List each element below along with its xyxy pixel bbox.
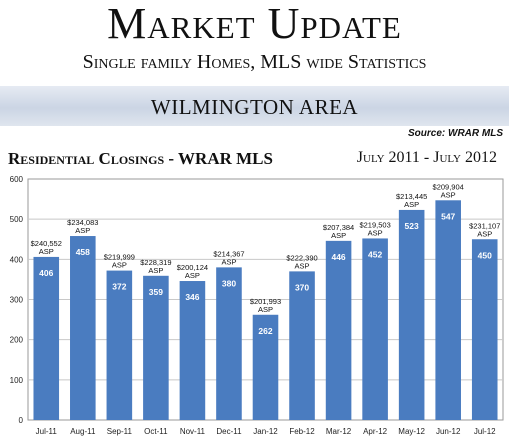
asp-price-label: $222,390 — [286, 253, 317, 262]
bar — [435, 200, 461, 420]
asp-price-label: $219,999 — [104, 253, 135, 262]
bar — [70, 236, 96, 420]
source-note: Source: WRAR MLS — [408, 128, 503, 139]
x-tick-label: Mar-12 — [326, 427, 352, 436]
bar — [398, 209, 425, 420]
asp-label: ASP — [404, 200, 419, 209]
bar — [216, 267, 242, 420]
page-subtitle: Single family Homes, MLS wide Statistics — [82, 51, 427, 73]
asp-label: ASP — [441, 190, 456, 199]
y-tick-label: 200 — [10, 336, 24, 345]
asp-price-label: $213,445 — [396, 192, 427, 201]
y-tick-label: 100 — [10, 376, 24, 385]
area-label: WILMINGTON AREA — [150, 95, 359, 119]
bar — [179, 281, 206, 420]
bar-chart: 0100200300400500600406$240,552ASPJul-114… — [10, 175, 504, 436]
asp-label: ASP — [258, 305, 273, 314]
asp-label: ASP — [112, 261, 127, 270]
asp-label: ASP — [148, 266, 163, 275]
bar-value-label: 359 — [149, 287, 163, 297]
x-tick-label: Aug-11 — [70, 427, 96, 436]
asp-price-label: $219,503 — [359, 220, 390, 229]
y-tick-label: 600 — [10, 175, 24, 184]
x-tick-label: Jan-12 — [253, 427, 278, 436]
x-tick-label: Feb-12 — [289, 427, 315, 436]
chart-date-range: July 2011 - July 2012 — [356, 149, 497, 166]
asp-price-label: $228,319 — [140, 258, 171, 267]
asp-label: ASP — [295, 261, 310, 270]
asp-price-label: $214,367 — [213, 249, 244, 258]
asp-price-label: $201,993 — [250, 297, 281, 306]
x-tick-label: Nov-11 — [180, 427, 206, 436]
bar — [252, 314, 279, 420]
bar — [143, 275, 169, 420]
x-tick-label: Oct-11 — [144, 427, 168, 436]
bar-value-label: 547 — [441, 211, 455, 221]
x-tick-label: Jul-11 — [36, 427, 58, 436]
bar — [106, 270, 133, 420]
x-tick-label: Sep-11 — [107, 427, 133, 436]
x-tick-label: May-12 — [398, 427, 425, 436]
y-tick-label: 0 — [19, 416, 24, 425]
bar-value-label: 446 — [331, 252, 345, 262]
x-tick-label: Jul-12 — [474, 427, 496, 436]
y-tick-label: 300 — [10, 296, 24, 305]
bar-value-label: 458 — [76, 247, 90, 257]
asp-label: ASP — [331, 231, 346, 240]
x-tick-label: Dec-11 — [216, 427, 242, 436]
bar — [33, 256, 60, 420]
asp-price-label: $240,552 — [31, 239, 62, 248]
bar — [325, 240, 352, 420]
x-tick-label: Apr-12 — [363, 427, 388, 436]
bar-value-label: 406 — [39, 268, 53, 278]
y-tick-label: 400 — [10, 255, 24, 264]
bar-value-label: 523 — [405, 221, 419, 231]
bar-value-label: 262 — [258, 326, 272, 336]
asp-price-label: $209,904 — [433, 182, 464, 191]
asp-label: ASP — [39, 247, 54, 256]
page-title: Market Update — [107, 0, 402, 48]
bar — [471, 239, 498, 420]
bar-value-label: 346 — [185, 292, 199, 302]
asp-label: ASP — [368, 228, 383, 237]
bar-value-label: 452 — [368, 249, 382, 259]
asp-price-label: $200,124 — [177, 263, 208, 272]
y-tick-label: 500 — [10, 215, 24, 224]
chart-title: Residential Closings - WRAR MLS — [8, 149, 273, 168]
x-tick-label: Jun-12 — [436, 427, 461, 436]
asp-label: ASP — [221, 257, 236, 266]
asp-label: ASP — [185, 271, 200, 280]
bar — [362, 238, 388, 420]
bar-value-label: 450 — [478, 250, 492, 260]
area-banner — [0, 86, 509, 126]
bar-value-label: 380 — [222, 278, 236, 288]
asp-label: ASP — [477, 229, 492, 238]
bar — [289, 271, 315, 420]
bar-value-label: 370 — [295, 282, 309, 292]
bar-value-label: 372 — [112, 282, 126, 292]
asp-price-label: $231,107 — [469, 221, 500, 230]
asp-price-label: $207,384 — [323, 223, 354, 232]
asp-price-label: $234,083 — [67, 218, 98, 227]
asp-label: ASP — [75, 226, 90, 235]
